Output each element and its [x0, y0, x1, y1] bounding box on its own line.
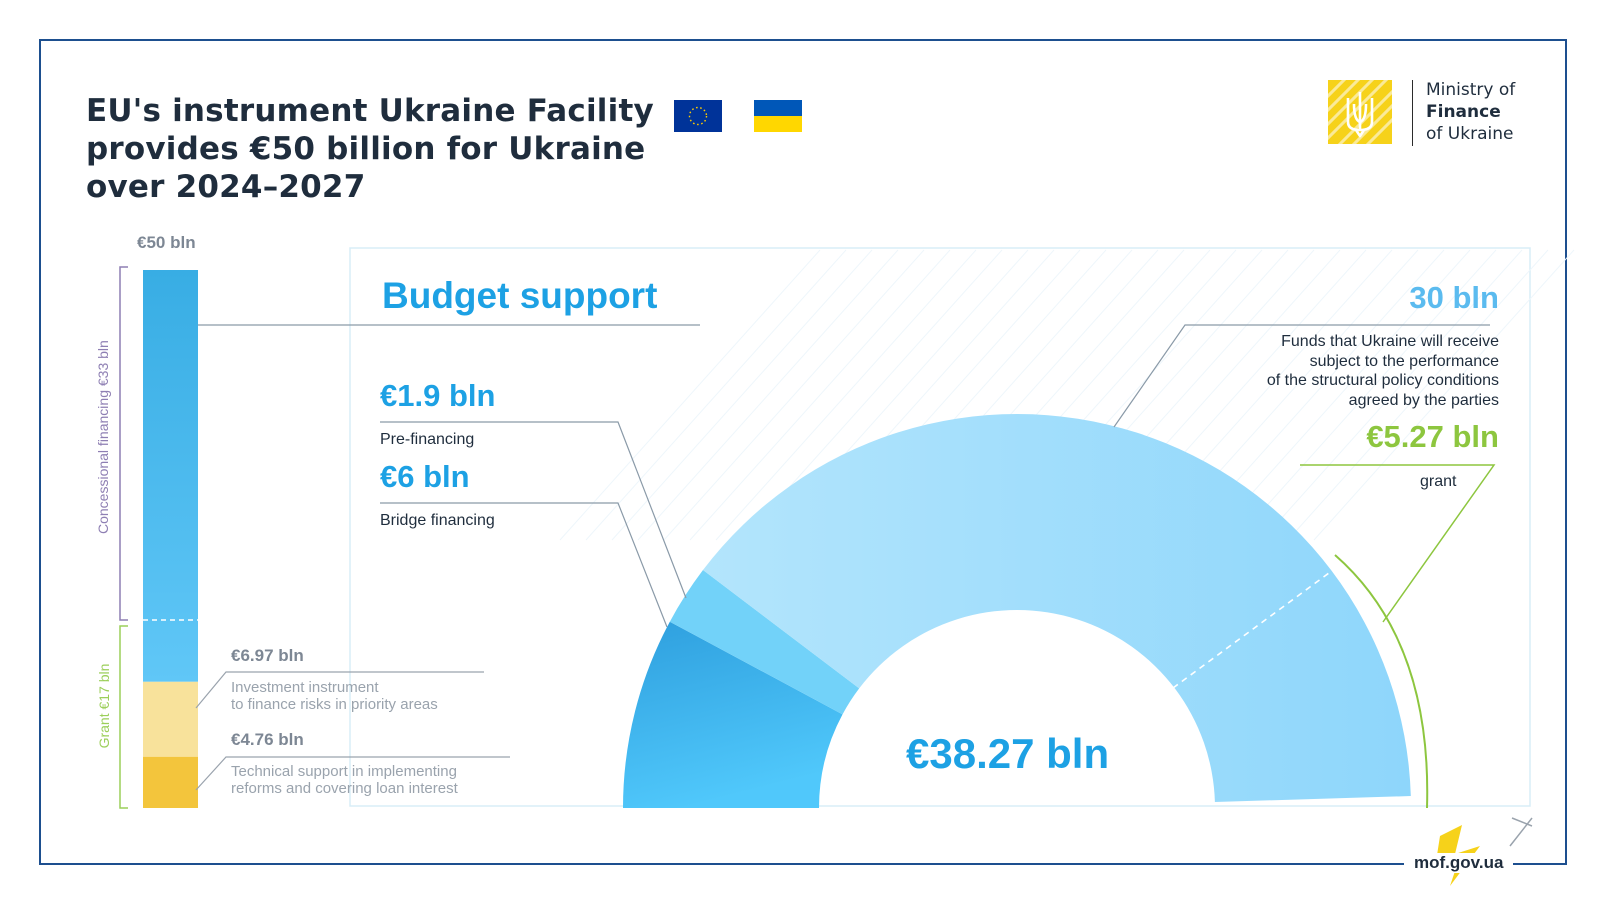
- performance-desc-line-4: agreed by the parties: [1348, 391, 1499, 409]
- performance-leader: [1113, 324, 1490, 428]
- donut-segment-bridge-financing: [623, 621, 843, 808]
- ukraine-flag-icon: [754, 100, 802, 132]
- bar-segment-investment-instrument: [143, 681, 198, 757]
- bridge-financing-leader: [380, 502, 668, 628]
- infographic-frame: [39, 39, 1567, 865]
- bar-segment-budget-support: [143, 270, 198, 682]
- title-line-2: provides €50 billion for Ukraine: [86, 131, 646, 167]
- ministry-name: Ministry of Finance of Ukraine: [1426, 79, 1515, 145]
- technical-support-amount: €4.76 bln: [231, 730, 304, 749]
- grant-portion-divider: [1172, 569, 1334, 689]
- technical-support-desc: Technical support in implementing reform…: [231, 763, 458, 797]
- pre-financing-amount: €1.9 bln: [380, 378, 496, 413]
- pre-financing-leader: [380, 421, 687, 599]
- bridge-financing-label: Bridge financing: [380, 512, 495, 529]
- title-line-1: EU's instrument Ukraine Facility: [86, 93, 654, 129]
- donut-segment-performance-funds: [702, 414, 1411, 802]
- page-title: EU's instrument Ukraine Facility provide…: [86, 92, 686, 206]
- trident-emblem-icon: [1322, 74, 1396, 148]
- performance-desc-line-1: Funds that Ukraine will receive: [1281, 333, 1499, 350]
- grant-leader: [1300, 464, 1496, 623]
- investment-instrument-desc-line-2: to finance risks in priority areas: [231, 696, 438, 713]
- grant-bracket-label: Grant €17 bln: [96, 663, 112, 749]
- performance-funds-amount: 30 bln: [1409, 280, 1499, 315]
- grant-portion-label: grant: [1420, 473, 1457, 490]
- performance-funds-desc: Funds that Ukraine will receive subject …: [1267, 332, 1499, 410]
- grant-bracket: [119, 625, 128, 809]
- investment-instrument-desc: Investment instrument to finance risks i…: [231, 679, 438, 713]
- grant-portion-arc: [1334, 554, 1429, 809]
- site-url[interactable]: mof.gov.ua: [1404, 853, 1514, 873]
- technical-support-desc-line-2: reforms and covering loan interest: [231, 780, 458, 797]
- budget-support-total: €38.27 bln: [906, 730, 1110, 777]
- eu-flag-icon: [674, 100, 722, 132]
- ministry-name-line-1: Ministry of: [1426, 80, 1516, 100]
- site-lightning-icon: [1435, 817, 1533, 886]
- pre-financing-label: Pre-financing: [380, 431, 475, 448]
- title-line-3: over 2024–2027: [86, 169, 366, 205]
- performance-desc-line-2: subject to the performance: [1309, 352, 1499, 370]
- performance-desc-line-3: of the structural policy conditions: [1266, 372, 1499, 389]
- donut-segment-pre-financing: [669, 570, 860, 715]
- budget-support-title: Budget support: [382, 275, 658, 316]
- investment-leader: [195, 671, 484, 709]
- concessional-bracket-label: Concessional financing €33 bln: [95, 340, 111, 534]
- bridge-financing-amount: €6 bln: [380, 459, 470, 494]
- technical-leader: [195, 756, 510, 791]
- ministry-name-line-3: of Ukraine: [1426, 124, 1514, 144]
- logo-divider: [1412, 80, 1413, 146]
- grant-portion-amount: €5.27 bln: [1366, 419, 1499, 454]
- total-amount-label: €50 bln: [137, 233, 196, 252]
- ministry-name-line-2: Finance: [1426, 102, 1501, 122]
- investment-instrument-desc-line-1: Investment instrument: [231, 679, 379, 696]
- technical-support-desc-line-1: Technical support in implementing: [231, 763, 457, 780]
- concessional-bracket: [119, 266, 128, 621]
- bar-segment-technical-support: [143, 756, 198, 808]
- investment-instrument-amount: €6.97 bln: [231, 646, 304, 665]
